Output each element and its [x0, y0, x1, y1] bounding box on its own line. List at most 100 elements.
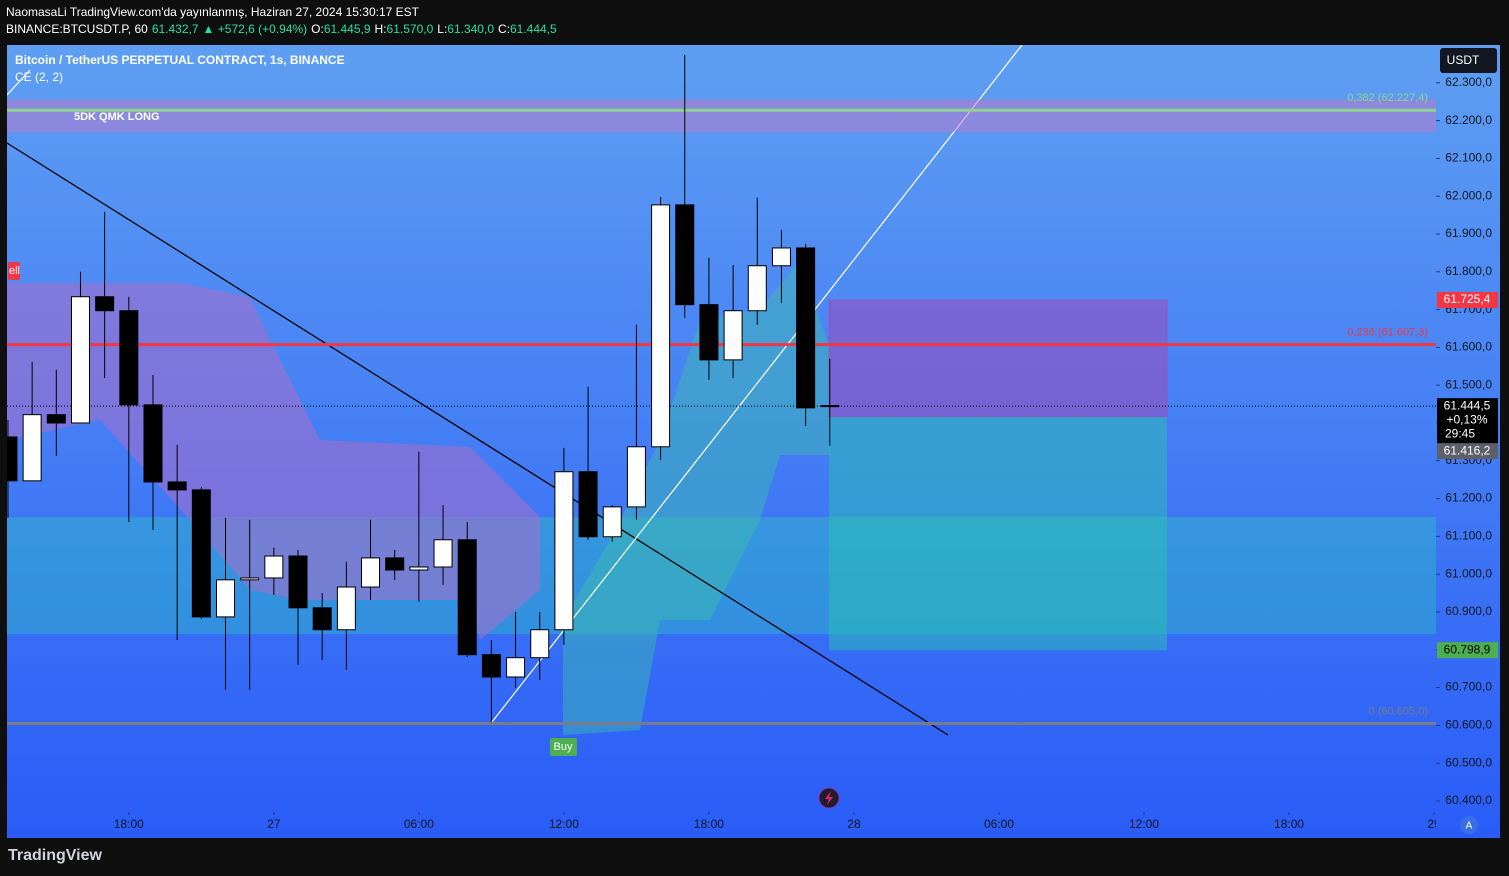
y-tick-label: 62.200,0 [1445, 113, 1492, 127]
trendline [7, 69, 31, 96]
price-tag [1437, 291, 1498, 308]
y-tick-label: 62.300,0 [1445, 75, 1492, 89]
candle-body [820, 405, 840, 408]
axes: 60.400,060.500,060.600,060.700,060.800,0… [114, 75, 1498, 831]
price-tag [1437, 642, 1498, 659]
ohlc-key: C: [498, 22, 510, 36]
price-line-label: 0,382 (62.227,4) [1347, 92, 1428, 104]
candle-body [530, 629, 550, 659]
y-tick-label: 61.500,0 [1445, 377, 1492, 391]
y-tick-label: 61.000,0 [1445, 566, 1492, 580]
header: NaomasaLi TradingView.com'da yayınlanmış… [6, 4, 565, 38]
candle-body [385, 557, 405, 571]
candle-body [46, 414, 66, 424]
ce-cloud [7, 283, 540, 640]
last-change: +0,13% [1446, 412, 1487, 426]
candle-body [70, 296, 90, 424]
position-risk [828, 299, 1168, 418]
candle-body [578, 471, 598, 538]
ohlc-value: 61.444,5 [510, 22, 557, 36]
candle-body [675, 204, 695, 306]
candle-body [433, 539, 453, 568]
price-tag [1437, 398, 1498, 445]
buy-signal [550, 738, 577, 756]
buy-label: Buy [554, 741, 573, 753]
ohlc-value: 61.340,0 [447, 22, 494, 36]
plot-area: 0,382 (62.227,4) 0,236 (61.607,3) 0 (60.60… [7, 45, 1436, 736]
candle-body [119, 310, 139, 406]
candle-body [22, 414, 42, 482]
price-line-label: 0,236 (61.607,3) [1347, 327, 1428, 339]
candle-body [602, 506, 622, 538]
candle-body [167, 481, 187, 491]
trendline [491, 45, 1023, 723]
ohlc: O:61.445,9 H:61.570,0 L:61.340,0 C:61.444,5 [311, 22, 561, 36]
ohlc-key: H: [374, 22, 387, 36]
candle-body [796, 247, 816, 409]
y-tick-label: 61.900,0 [1445, 226, 1492, 240]
symbol: BINANCE:BTCUSDT.P, 60 [6, 22, 148, 36]
brand: TradingView [8, 847, 102, 864]
ohlc-key: L: [437, 22, 448, 36]
ce-cloud [563, 260, 830, 735]
candle-body [409, 566, 429, 571]
candle-body [554, 471, 574, 631]
candle-body [312, 607, 332, 631]
y-tick-label: 60.500,0 [1445, 755, 1492, 769]
price-tag-label: 61.725,4 [1444, 292, 1491, 306]
last: 61.432,7 [151, 22, 199, 36]
auto-scale-icon: A [1466, 821, 1473, 832]
candle-body [191, 489, 211, 618]
quote-line: BINANCE:BTCUSDT.P, 60 61.432,7 ▲ +572,6 (+… [6, 21, 565, 38]
currency-button[interactable] [1440, 48, 1497, 73]
y-tick-label: 60.700,0 [1445, 680, 1492, 694]
y-tick-label: 60.400,0 [1445, 793, 1492, 807]
event-glyph [825, 791, 833, 805]
candle-body [457, 539, 477, 656]
y-tick-label: 62.000,0 [1445, 188, 1492, 202]
candle-body [481, 654, 501, 678]
candle-body [651, 204, 671, 448]
position-reward [829, 416, 1167, 651]
x-tick-label: 18:00 [694, 817, 724, 831]
ohlc-value: 61.570,0 [386, 22, 434, 36]
candle-body [95, 296, 115, 312]
candle-body [264, 555, 284, 579]
candle-body [7, 436, 18, 482]
x-tick-label: 29 [1427, 817, 1441, 831]
price-tag-label: 61.444,5 [1444, 398, 1491, 412]
candle-body [699, 304, 719, 361]
price-tag-label: 60.798,9 [1444, 642, 1491, 656]
candle-body [361, 557, 381, 588]
indicator: CE (2, 2) [15, 70, 63, 84]
candle-body [288, 555, 308, 609]
y-tick-label: 60.900,0 [1445, 604, 1492, 618]
sell-signal [8, 262, 20, 280]
y-tick-label: 60.600,0 [1445, 718, 1492, 732]
ohlc-key: O: [311, 22, 324, 36]
x-tick-label: 28 [847, 817, 861, 831]
candle-body [747, 265, 767, 312]
trendline [7, 142, 949, 736]
auto-scale[interactable] [1460, 816, 1478, 834]
countdown: 29:45 [1445, 426, 1475, 440]
y-tick-label: 61.100,0 [1445, 529, 1492, 543]
x-tick-label: 18:00 [114, 817, 144, 831]
change: ▲ +572,6 (+0.94%) [202, 22, 308, 36]
candle-body [240, 577, 260, 581]
price-line-label: 0 (60.605,0) [1369, 705, 1428, 717]
sell-label: ell [9, 265, 20, 277]
publisher: NaomasaLi TradingView.com'da yayınlanmış… [6, 5, 419, 19]
x-tick-label: 06:00 [984, 817, 1014, 831]
candle-body [626, 446, 646, 508]
x-tick-label: 27 [267, 817, 281, 831]
candle-body [723, 310, 743, 361]
fib-band [7, 99, 1436, 133]
y-tick-label: 61.600,0 [1445, 340, 1492, 354]
y-tick-label: 61.200,0 [1445, 491, 1492, 505]
ohlc-value: 61.445,9 [323, 22, 371, 36]
candle-body [506, 657, 526, 678]
candle-body [336, 586, 356, 631]
